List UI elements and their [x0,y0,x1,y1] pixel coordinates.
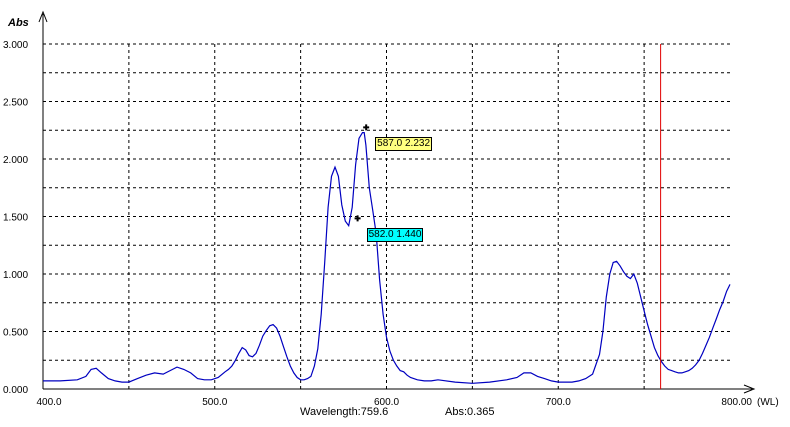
peak-marker [363,124,370,131]
y-tick-label: 2.000 [3,155,28,166]
x-axis-arrow [743,384,756,394]
status-wavelength: Wavelength:759.6 [300,406,389,418]
x-tick-label: 600.0 [374,397,399,408]
x-tick-label: 700.0 [546,397,571,408]
y-tick-label: 1.500 [3,213,28,224]
y-tick-label: 0.500 [3,328,28,339]
x-axis-unit: (WL) [757,397,779,408]
x-tick-label: 500.0 [202,397,227,408]
peak-marker [354,215,361,222]
status-abs: Abs:0.365 [445,406,495,418]
y-tick-label: 3.000 [3,40,28,51]
grid-layer [43,43,730,389]
x-tick-label: 400.0 [36,397,61,408]
x-tick-label: 800.00 [721,397,752,408]
y-tick-label: 1.000 [3,270,28,281]
series-layer[interactable] [43,44,731,389]
axes-layer [38,10,756,394]
peak-markers [354,124,370,222]
spectrum-line [43,132,731,384]
peak-label: 587.0 2.232 [375,137,432,152]
y-axis-arrow [38,10,48,23]
y-axis-title: Abs [7,17,29,29]
y-tick-label: 2.500 [3,98,28,109]
peak-label: 582.0 1.440 [366,228,424,243]
y-tick-label: 0.000 [3,385,28,396]
tick-labels: 0.000 0.500 1.000 1.500 2.000 2.500 3.000 400.0… [3,40,752,408]
